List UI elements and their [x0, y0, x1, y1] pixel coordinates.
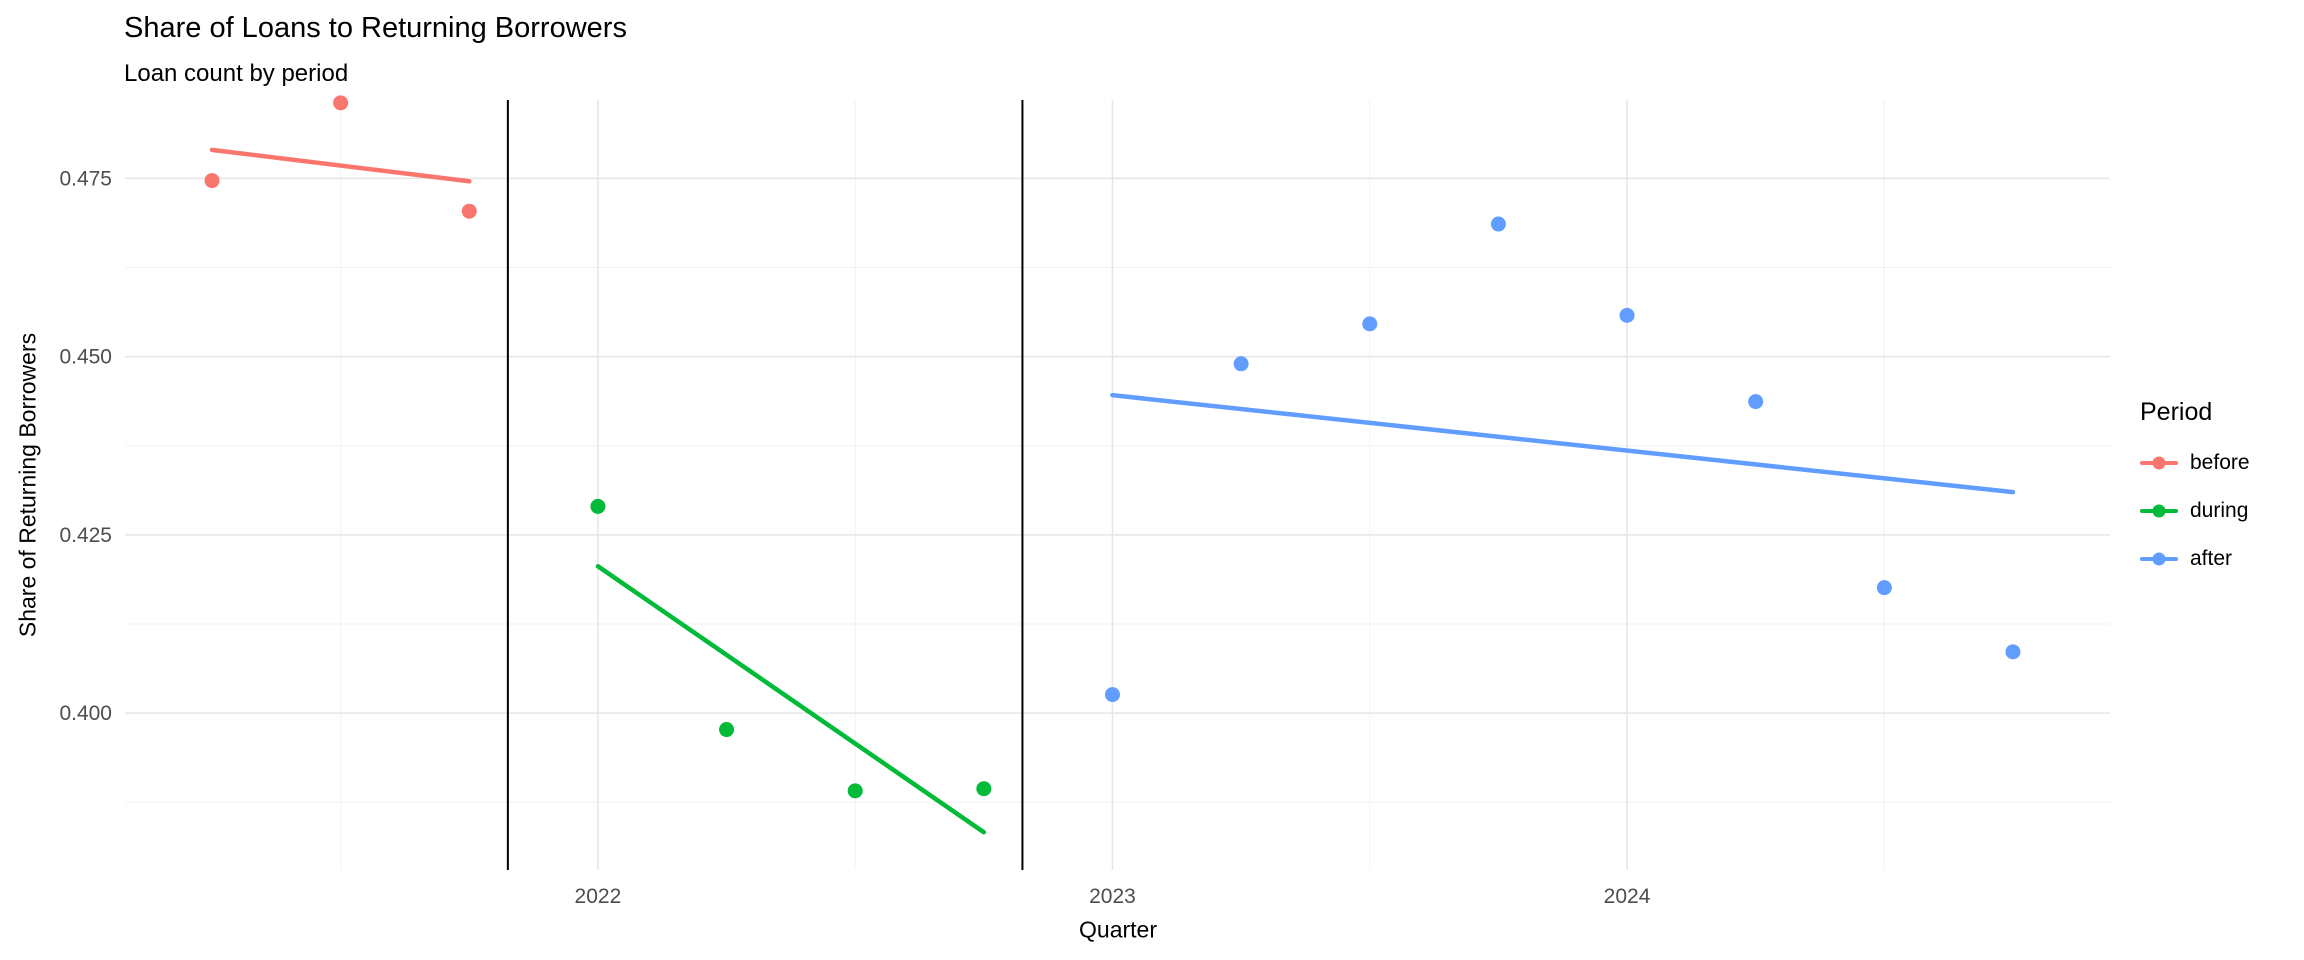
chart-title: Share of Loans to Returning Borrowers	[124, 12, 627, 44]
legend-key-during-icon	[2140, 509, 2178, 513]
data-point-after	[1362, 316, 1378, 332]
data-point-after	[1748, 394, 1764, 410]
legend-key-before-icon	[2140, 461, 2178, 465]
y-axis-tick-label: 0.400	[59, 702, 112, 725]
y-axis-tick-label: 0.425	[59, 524, 112, 547]
x-axis-tick-label: 2023	[1089, 885, 1136, 908]
legend-title: Period	[2140, 398, 2213, 426]
chart-subtitle: Loan count by period	[124, 60, 349, 87]
legend-key-after-icon	[2140, 557, 2178, 561]
x-axis-tick-label: 2024	[1604, 885, 1651, 908]
data-point-before	[204, 173, 220, 189]
data-point-before	[333, 95, 349, 111]
legend-entry-during: during	[2140, 499, 2250, 523]
x-axis-title: Quarter	[1079, 916, 1157, 943]
trend-line-during	[595, 564, 987, 835]
data-point-after	[1104, 687, 1120, 703]
data-point-after	[1233, 356, 1249, 372]
data-point-during	[847, 783, 863, 799]
legend-label-before: before	[2190, 451, 2250, 474]
y-axis-title: Share of Returning Borrowers	[14, 332, 41, 638]
data-point-during	[719, 722, 735, 738]
trend-line-before	[209, 147, 472, 184]
legend-label-during: during	[2190, 499, 2249, 522]
data-point-before	[461, 203, 477, 219]
legend-entry-after: after	[2140, 547, 2250, 571]
legend-label-after: after	[2190, 547, 2233, 570]
x-axis-tick-label: 2022	[575, 885, 622, 908]
data-point-after	[1619, 307, 1635, 323]
data-point-during	[590, 498, 606, 514]
legend-entry-before: before	[2140, 451, 2250, 475]
data-point-after	[2005, 644, 2021, 660]
data-point-after	[1490, 216, 1506, 232]
data-point-during	[976, 781, 992, 797]
legend: Period before during after	[2140, 398, 2250, 571]
y-axis-tick-label: 0.475	[59, 167, 112, 190]
trend-line-after	[1110, 392, 2016, 495]
data-point-after	[1876, 580, 1892, 596]
y-axis-tick-label: 0.450	[59, 346, 112, 369]
